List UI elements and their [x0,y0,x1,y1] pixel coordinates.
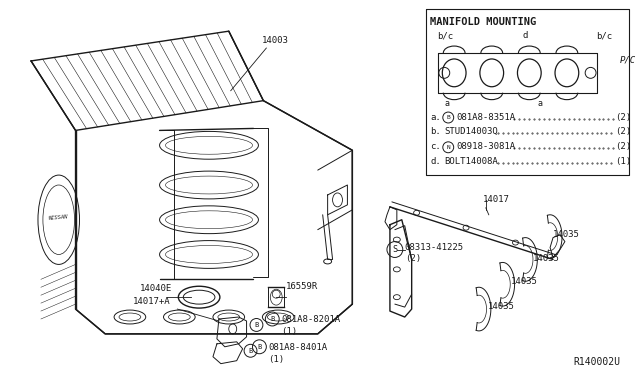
Text: a.: a. [431,113,441,122]
Text: B: B [254,322,259,328]
Text: d.: d. [431,157,441,166]
Text: 081A8-8201A: 081A8-8201A [281,315,340,324]
Text: b/c: b/c [596,31,612,40]
Text: 14035: 14035 [553,230,580,239]
Text: N: N [446,145,450,150]
Text: c.: c. [431,142,441,151]
Text: B: B [248,348,253,354]
Text: 14017+A: 14017+A [133,297,170,306]
Text: d: d [523,31,528,40]
Text: STUD14003Q: STUD14003Q [444,128,498,137]
Text: (2): (2) [404,254,421,263]
Text: b/c: b/c [437,31,454,40]
Text: 08313-41225: 08313-41225 [404,243,464,251]
Text: 14035: 14035 [511,277,538,286]
Text: 081A8-8351A: 081A8-8351A [456,113,515,122]
Text: (1): (1) [615,157,632,166]
Text: R140002U: R140002U [573,357,620,367]
Text: 14017: 14017 [483,195,509,204]
Text: 16559R: 16559R [286,282,318,291]
Text: a: a [444,99,449,108]
Text: 14003: 14003 [261,36,288,45]
Text: 14035: 14035 [533,254,560,263]
Text: S: S [392,245,397,254]
Text: a: a [537,99,542,108]
Text: 081A8-8401A: 081A8-8401A [268,343,328,352]
Text: B: B [446,115,450,120]
Text: NISSAN: NISSAN [48,214,68,221]
Text: 14040E: 14040E [140,284,172,293]
Text: MANIFOLD MOUNTING: MANIFOLD MOUNTING [431,17,537,27]
Text: 14035: 14035 [488,302,515,311]
Text: B: B [257,344,262,350]
Text: 08918-3081A: 08918-3081A [456,142,515,151]
Text: (1): (1) [281,327,298,336]
Text: (2): (2) [615,142,632,151]
Text: (2): (2) [615,128,632,137]
Text: (1): (1) [268,355,284,364]
Text: B: B [270,316,275,322]
Text: P/C: P/C [620,56,636,65]
Text: (2): (2) [615,113,632,122]
Text: b.: b. [431,128,441,137]
Text: BOLT14008A: BOLT14008A [444,157,498,166]
